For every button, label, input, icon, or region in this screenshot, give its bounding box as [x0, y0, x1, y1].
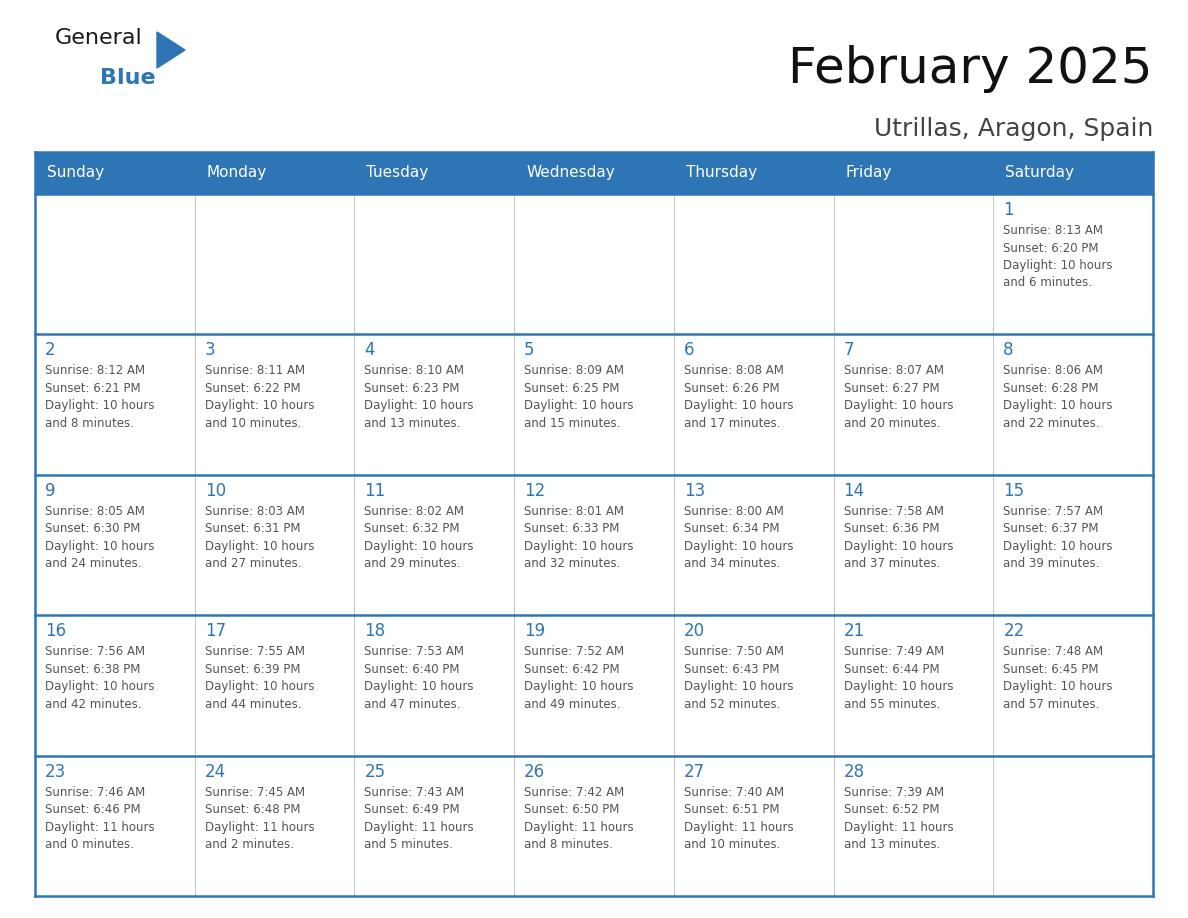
Text: Sunrise: 7:46 AM
Sunset: 6:46 PM
Daylight: 11 hours
and 0 minutes.: Sunrise: 7:46 AM Sunset: 6:46 PM Dayligh…	[45, 786, 154, 851]
Text: Sunrise: 7:56 AM
Sunset: 6:38 PM
Daylight: 10 hours
and 42 minutes.: Sunrise: 7:56 AM Sunset: 6:38 PM Dayligh…	[45, 645, 154, 711]
Text: 28: 28	[843, 763, 865, 780]
Text: Sunrise: 7:52 AM
Sunset: 6:42 PM
Daylight: 10 hours
and 49 minutes.: Sunrise: 7:52 AM Sunset: 6:42 PM Dayligh…	[524, 645, 633, 711]
Text: Sunrise: 7:48 AM
Sunset: 6:45 PM
Daylight: 10 hours
and 57 minutes.: Sunrise: 7:48 AM Sunset: 6:45 PM Dayligh…	[1004, 645, 1113, 711]
Text: Tuesday: Tuesday	[366, 165, 429, 181]
Text: 15: 15	[1004, 482, 1024, 499]
Text: Sunrise: 8:03 AM
Sunset: 6:31 PM
Daylight: 10 hours
and 27 minutes.: Sunrise: 8:03 AM Sunset: 6:31 PM Dayligh…	[204, 505, 314, 570]
Text: 4: 4	[365, 341, 375, 360]
Text: General: General	[55, 28, 143, 48]
Text: 5: 5	[524, 341, 535, 360]
Text: 21: 21	[843, 622, 865, 640]
Text: 3: 3	[204, 341, 215, 360]
Text: Sunrise: 7:50 AM
Sunset: 6:43 PM
Daylight: 10 hours
and 52 minutes.: Sunrise: 7:50 AM Sunset: 6:43 PM Dayligh…	[684, 645, 794, 711]
Text: Sunrise: 7:49 AM
Sunset: 6:44 PM
Daylight: 10 hours
and 55 minutes.: Sunrise: 7:49 AM Sunset: 6:44 PM Dayligh…	[843, 645, 953, 711]
Text: 6: 6	[684, 341, 694, 360]
Text: 9: 9	[45, 482, 56, 499]
Text: Sunrise: 8:06 AM
Sunset: 6:28 PM
Daylight: 10 hours
and 22 minutes.: Sunrise: 8:06 AM Sunset: 6:28 PM Dayligh…	[1004, 364, 1113, 430]
Text: February 2025: February 2025	[789, 45, 1154, 93]
Text: Sunday: Sunday	[48, 165, 105, 181]
Text: 20: 20	[684, 622, 704, 640]
Text: 16: 16	[45, 622, 67, 640]
Text: 2: 2	[45, 341, 56, 360]
Text: 26: 26	[524, 763, 545, 780]
Text: Blue: Blue	[100, 68, 156, 88]
Text: Sunrise: 8:09 AM
Sunset: 6:25 PM
Daylight: 10 hours
and 15 minutes.: Sunrise: 8:09 AM Sunset: 6:25 PM Dayligh…	[524, 364, 633, 430]
Text: Monday: Monday	[207, 165, 267, 181]
Text: 24: 24	[204, 763, 226, 780]
Text: Sunrise: 8:02 AM
Sunset: 6:32 PM
Daylight: 10 hours
and 29 minutes.: Sunrise: 8:02 AM Sunset: 6:32 PM Dayligh…	[365, 505, 474, 570]
Text: 7: 7	[843, 341, 854, 360]
Text: 25: 25	[365, 763, 386, 780]
Text: 19: 19	[524, 622, 545, 640]
Text: Sunrise: 8:07 AM
Sunset: 6:27 PM
Daylight: 10 hours
and 20 minutes.: Sunrise: 8:07 AM Sunset: 6:27 PM Dayligh…	[843, 364, 953, 430]
Bar	[34, 152, 1154, 194]
Text: 22: 22	[1004, 622, 1024, 640]
Text: 14: 14	[843, 482, 865, 499]
Text: 8: 8	[1004, 341, 1013, 360]
Text: Sunrise: 7:42 AM
Sunset: 6:50 PM
Daylight: 11 hours
and 8 minutes.: Sunrise: 7:42 AM Sunset: 6:50 PM Dayligh…	[524, 786, 633, 851]
Text: Sunrise: 8:13 AM
Sunset: 6:20 PM
Daylight: 10 hours
and 6 minutes.: Sunrise: 8:13 AM Sunset: 6:20 PM Dayligh…	[1004, 224, 1113, 289]
Text: Sunrise: 8:05 AM
Sunset: 6:30 PM
Daylight: 10 hours
and 24 minutes.: Sunrise: 8:05 AM Sunset: 6:30 PM Dayligh…	[45, 505, 154, 570]
Text: Sunrise: 8:08 AM
Sunset: 6:26 PM
Daylight: 10 hours
and 17 minutes.: Sunrise: 8:08 AM Sunset: 6:26 PM Dayligh…	[684, 364, 794, 430]
Text: 10: 10	[204, 482, 226, 499]
Text: Sunrise: 8:01 AM
Sunset: 6:33 PM
Daylight: 10 hours
and 32 minutes.: Sunrise: 8:01 AM Sunset: 6:33 PM Dayligh…	[524, 505, 633, 570]
Text: Sunrise: 7:40 AM
Sunset: 6:51 PM
Daylight: 11 hours
and 10 minutes.: Sunrise: 7:40 AM Sunset: 6:51 PM Dayligh…	[684, 786, 794, 851]
Text: Utrillas, Aragon, Spain: Utrillas, Aragon, Spain	[873, 117, 1154, 141]
Text: Sunrise: 8:10 AM
Sunset: 6:23 PM
Daylight: 10 hours
and 13 minutes.: Sunrise: 8:10 AM Sunset: 6:23 PM Dayligh…	[365, 364, 474, 430]
Text: Sunrise: 7:57 AM
Sunset: 6:37 PM
Daylight: 10 hours
and 39 minutes.: Sunrise: 7:57 AM Sunset: 6:37 PM Dayligh…	[1004, 505, 1113, 570]
Text: Friday: Friday	[846, 165, 892, 181]
Text: Sunrise: 8:11 AM
Sunset: 6:22 PM
Daylight: 10 hours
and 10 minutes.: Sunrise: 8:11 AM Sunset: 6:22 PM Dayligh…	[204, 364, 314, 430]
Text: 1: 1	[1004, 201, 1013, 219]
Text: Sunrise: 7:55 AM
Sunset: 6:39 PM
Daylight: 10 hours
and 44 minutes.: Sunrise: 7:55 AM Sunset: 6:39 PM Dayligh…	[204, 645, 314, 711]
Text: Sunrise: 7:53 AM
Sunset: 6:40 PM
Daylight: 10 hours
and 47 minutes.: Sunrise: 7:53 AM Sunset: 6:40 PM Dayligh…	[365, 645, 474, 711]
Text: 13: 13	[684, 482, 706, 499]
Text: 12: 12	[524, 482, 545, 499]
Text: Wednesday: Wednesday	[526, 165, 615, 181]
Polygon shape	[157, 32, 185, 68]
Text: 17: 17	[204, 622, 226, 640]
Text: 11: 11	[365, 482, 386, 499]
Text: Thursday: Thursday	[685, 165, 757, 181]
Text: Sunrise: 7:39 AM
Sunset: 6:52 PM
Daylight: 11 hours
and 13 minutes.: Sunrise: 7:39 AM Sunset: 6:52 PM Dayligh…	[843, 786, 953, 851]
Text: 27: 27	[684, 763, 704, 780]
Text: Sunrise: 8:00 AM
Sunset: 6:34 PM
Daylight: 10 hours
and 34 minutes.: Sunrise: 8:00 AM Sunset: 6:34 PM Dayligh…	[684, 505, 794, 570]
Text: 23: 23	[45, 763, 67, 780]
Text: Saturday: Saturday	[1005, 165, 1074, 181]
Text: Sunrise: 7:43 AM
Sunset: 6:49 PM
Daylight: 11 hours
and 5 minutes.: Sunrise: 7:43 AM Sunset: 6:49 PM Dayligh…	[365, 786, 474, 851]
Text: Sunrise: 8:12 AM
Sunset: 6:21 PM
Daylight: 10 hours
and 8 minutes.: Sunrise: 8:12 AM Sunset: 6:21 PM Dayligh…	[45, 364, 154, 430]
Text: Sunrise: 7:58 AM
Sunset: 6:36 PM
Daylight: 10 hours
and 37 minutes.: Sunrise: 7:58 AM Sunset: 6:36 PM Dayligh…	[843, 505, 953, 570]
Text: 18: 18	[365, 622, 386, 640]
Text: Sunrise: 7:45 AM
Sunset: 6:48 PM
Daylight: 11 hours
and 2 minutes.: Sunrise: 7:45 AM Sunset: 6:48 PM Dayligh…	[204, 786, 315, 851]
